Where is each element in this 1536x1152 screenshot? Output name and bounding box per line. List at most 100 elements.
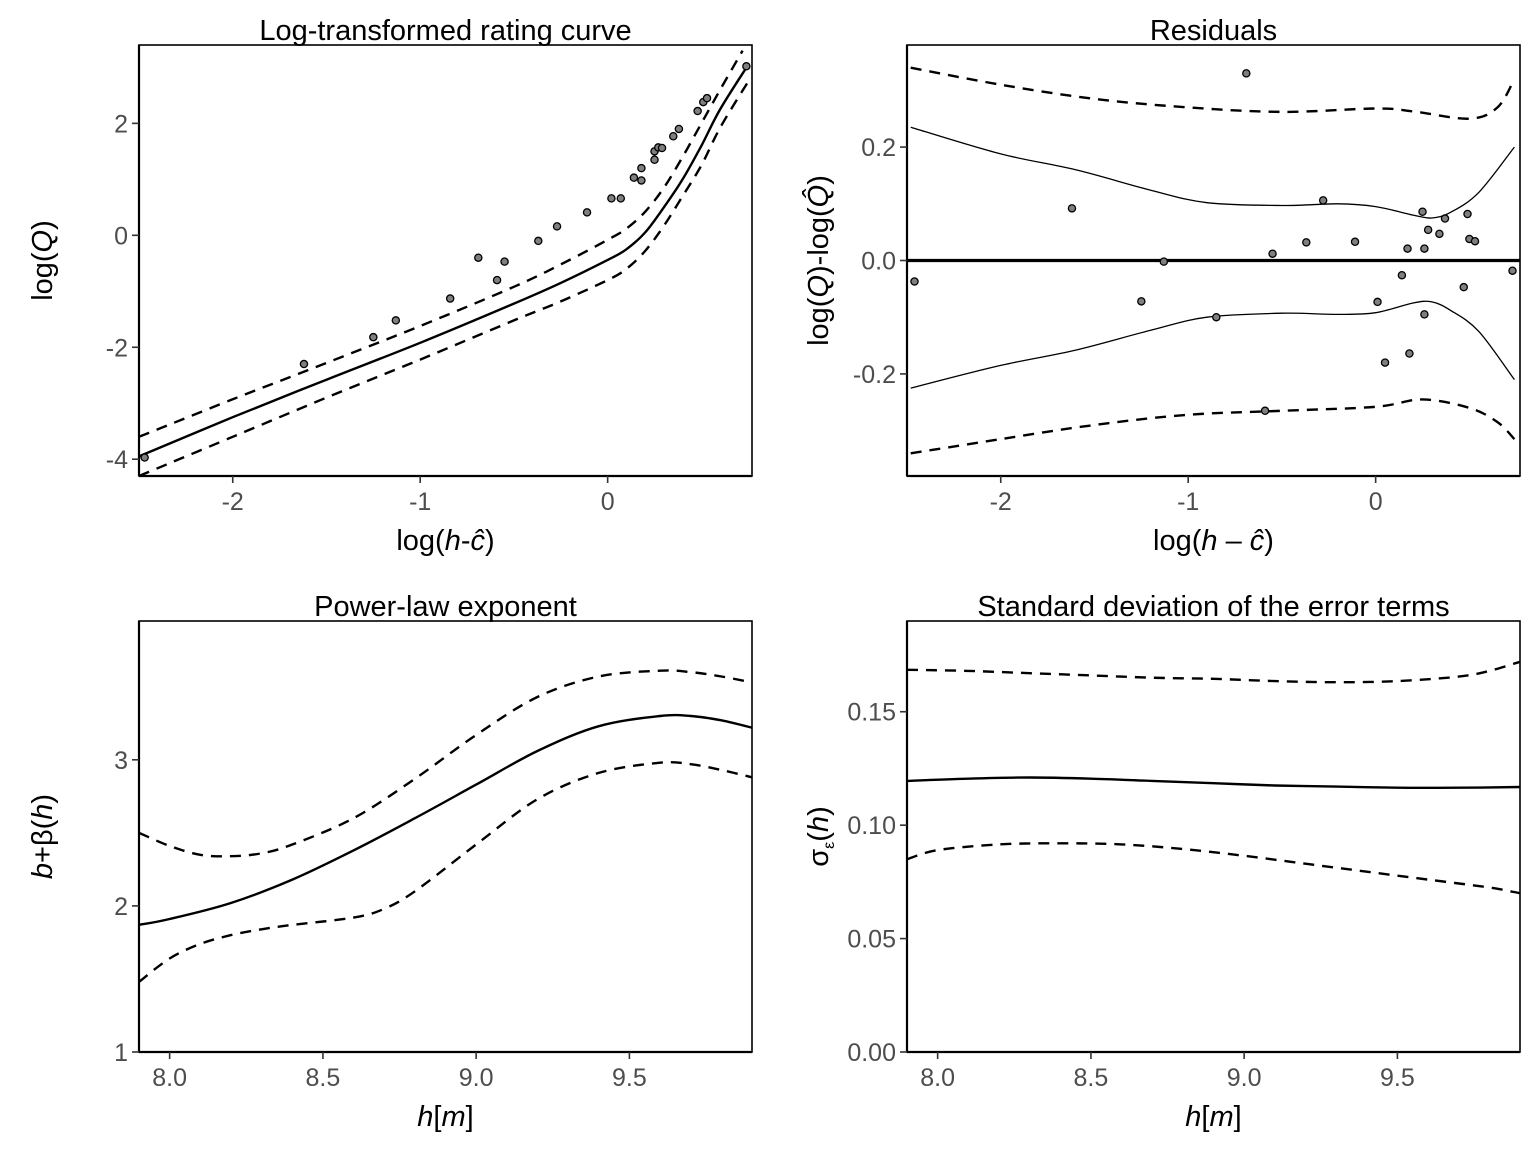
y-tick-label: -0.2 xyxy=(853,361,896,389)
data-point xyxy=(1302,238,1311,247)
y-tick-label: 0.05 xyxy=(847,926,896,954)
series-upper-solid-line xyxy=(910,126,1515,219)
data-point xyxy=(1440,214,1450,223)
data-point xyxy=(391,316,401,325)
data-point xyxy=(1418,207,1427,216)
data-point xyxy=(674,124,684,134)
y-tick-label: 2 xyxy=(114,110,128,138)
data-point xyxy=(500,257,509,266)
data-point xyxy=(1318,196,1328,205)
data-point xyxy=(1420,310,1429,319)
series-lower-dashed-line xyxy=(910,398,1516,455)
series-fit-line xyxy=(906,776,1521,790)
x-tick-label: 9.5 xyxy=(1380,1064,1415,1092)
data-point xyxy=(1459,282,1469,292)
data-point xyxy=(910,277,919,286)
data-point xyxy=(552,222,562,231)
x-tick-label: -2 xyxy=(222,488,244,516)
x-tick-label: 8.5 xyxy=(1074,1064,1109,1092)
series-upper-line xyxy=(138,669,753,858)
y-tick-label: 0.00 xyxy=(847,1039,896,1067)
x-axis-label: log(h-ĉ) xyxy=(396,525,494,557)
data-point xyxy=(1403,244,1412,253)
data-point xyxy=(1242,69,1251,78)
panel-2: Residuals -2 -1 0 -0.2 0.0 0.2 log(h – ĉ) log(Q)… xyxy=(802,15,1521,557)
y-tick-label: 1 xyxy=(114,1039,128,1067)
y-axis-label: log(Q)-log(Q̂) xyxy=(802,175,835,346)
chart-title: Standard deviation of the error terms xyxy=(977,591,1449,623)
data-point xyxy=(1470,236,1480,246)
y-tick-label: 2 xyxy=(114,893,128,921)
series-fit-line xyxy=(138,713,753,927)
x-tick-label: 8.5 xyxy=(306,1064,341,1092)
data-point xyxy=(1463,209,1472,219)
x-axis-label: h[m] xyxy=(1185,1101,1241,1133)
data-point xyxy=(369,332,378,342)
data-point xyxy=(657,143,667,153)
x-tick-label: 9.5 xyxy=(612,1064,647,1092)
data-point xyxy=(1380,358,1390,367)
x-tick-label: -1 xyxy=(1177,488,1199,516)
y-axis-label: b+β(h) xyxy=(27,794,59,879)
x-tick-label: 0 xyxy=(1369,488,1383,516)
y-tick-label: -2 xyxy=(106,334,128,362)
series-lower-line xyxy=(906,842,1521,895)
x-tick-label: 8.0 xyxy=(920,1064,955,1092)
chart-title: Power-law exponent xyxy=(314,591,577,623)
x-tick-label: -2 xyxy=(990,488,1012,516)
y-tick-label: 0.2 xyxy=(861,134,896,162)
y-tick-label: 0.0 xyxy=(861,248,896,276)
y-tick-label: 3 xyxy=(114,747,128,775)
data-point xyxy=(534,236,543,246)
data-point xyxy=(702,93,712,103)
series-upper-dashed-line xyxy=(910,66,1516,120)
chart-title: Log-transformed rating curve xyxy=(259,15,631,47)
series-lower-line xyxy=(138,760,753,983)
panel-3: Power-law exponent 8.0 8.5 9.0 9.5 1 2 3 h[m] b+β… xyxy=(27,591,753,1133)
x-tick-label: 8.0 xyxy=(152,1064,187,1092)
y-tick-label: -4 xyxy=(106,446,128,474)
y-tick-label: 0 xyxy=(114,222,128,250)
x-tick-label: 0 xyxy=(601,488,615,516)
series-upper-line xyxy=(138,50,744,438)
data-point xyxy=(616,194,626,203)
data-point xyxy=(650,155,659,164)
data-point xyxy=(1373,297,1382,307)
series-lower-line xyxy=(138,80,750,478)
data-point xyxy=(1159,257,1169,266)
data-point xyxy=(1137,297,1146,306)
x-axis-label: h[m] xyxy=(417,1101,473,1133)
y-tick-label: 0.15 xyxy=(847,699,896,727)
series-lower-solid-line xyxy=(910,300,1515,389)
data-point xyxy=(1420,244,1429,253)
panel-4: Standard deviation of the error terms 8.0… xyxy=(803,591,1521,1133)
series-fit-line xyxy=(138,63,750,458)
data-point xyxy=(492,275,502,285)
data-point xyxy=(742,62,751,71)
data-point xyxy=(669,131,678,141)
data-point xyxy=(1212,312,1221,322)
plot-frame xyxy=(138,620,753,1053)
plot-frame xyxy=(138,44,753,477)
panel-1: Log-transformed rating curve -2 -1 0 -4 -2 0 2 l… xyxy=(27,15,753,557)
data-point xyxy=(299,359,309,369)
data-point xyxy=(637,176,646,185)
data-point xyxy=(582,208,592,217)
data-point xyxy=(474,253,483,262)
data-point xyxy=(1260,406,1270,416)
data-point xyxy=(629,173,639,182)
data-point xyxy=(140,453,149,462)
data-point xyxy=(1508,266,1517,275)
chart-title: Residuals xyxy=(1150,15,1277,47)
data-point xyxy=(637,163,646,173)
data-point xyxy=(1435,229,1444,239)
data-point xyxy=(1423,225,1433,235)
data-point xyxy=(1268,249,1277,258)
series-upper-line xyxy=(906,660,1521,684)
y-tick-label: 0.10 xyxy=(847,812,896,840)
data-point xyxy=(1397,270,1407,280)
data-point xyxy=(1067,204,1077,213)
data-point xyxy=(1405,349,1414,358)
y-axis-label: log(Q) xyxy=(27,220,59,301)
